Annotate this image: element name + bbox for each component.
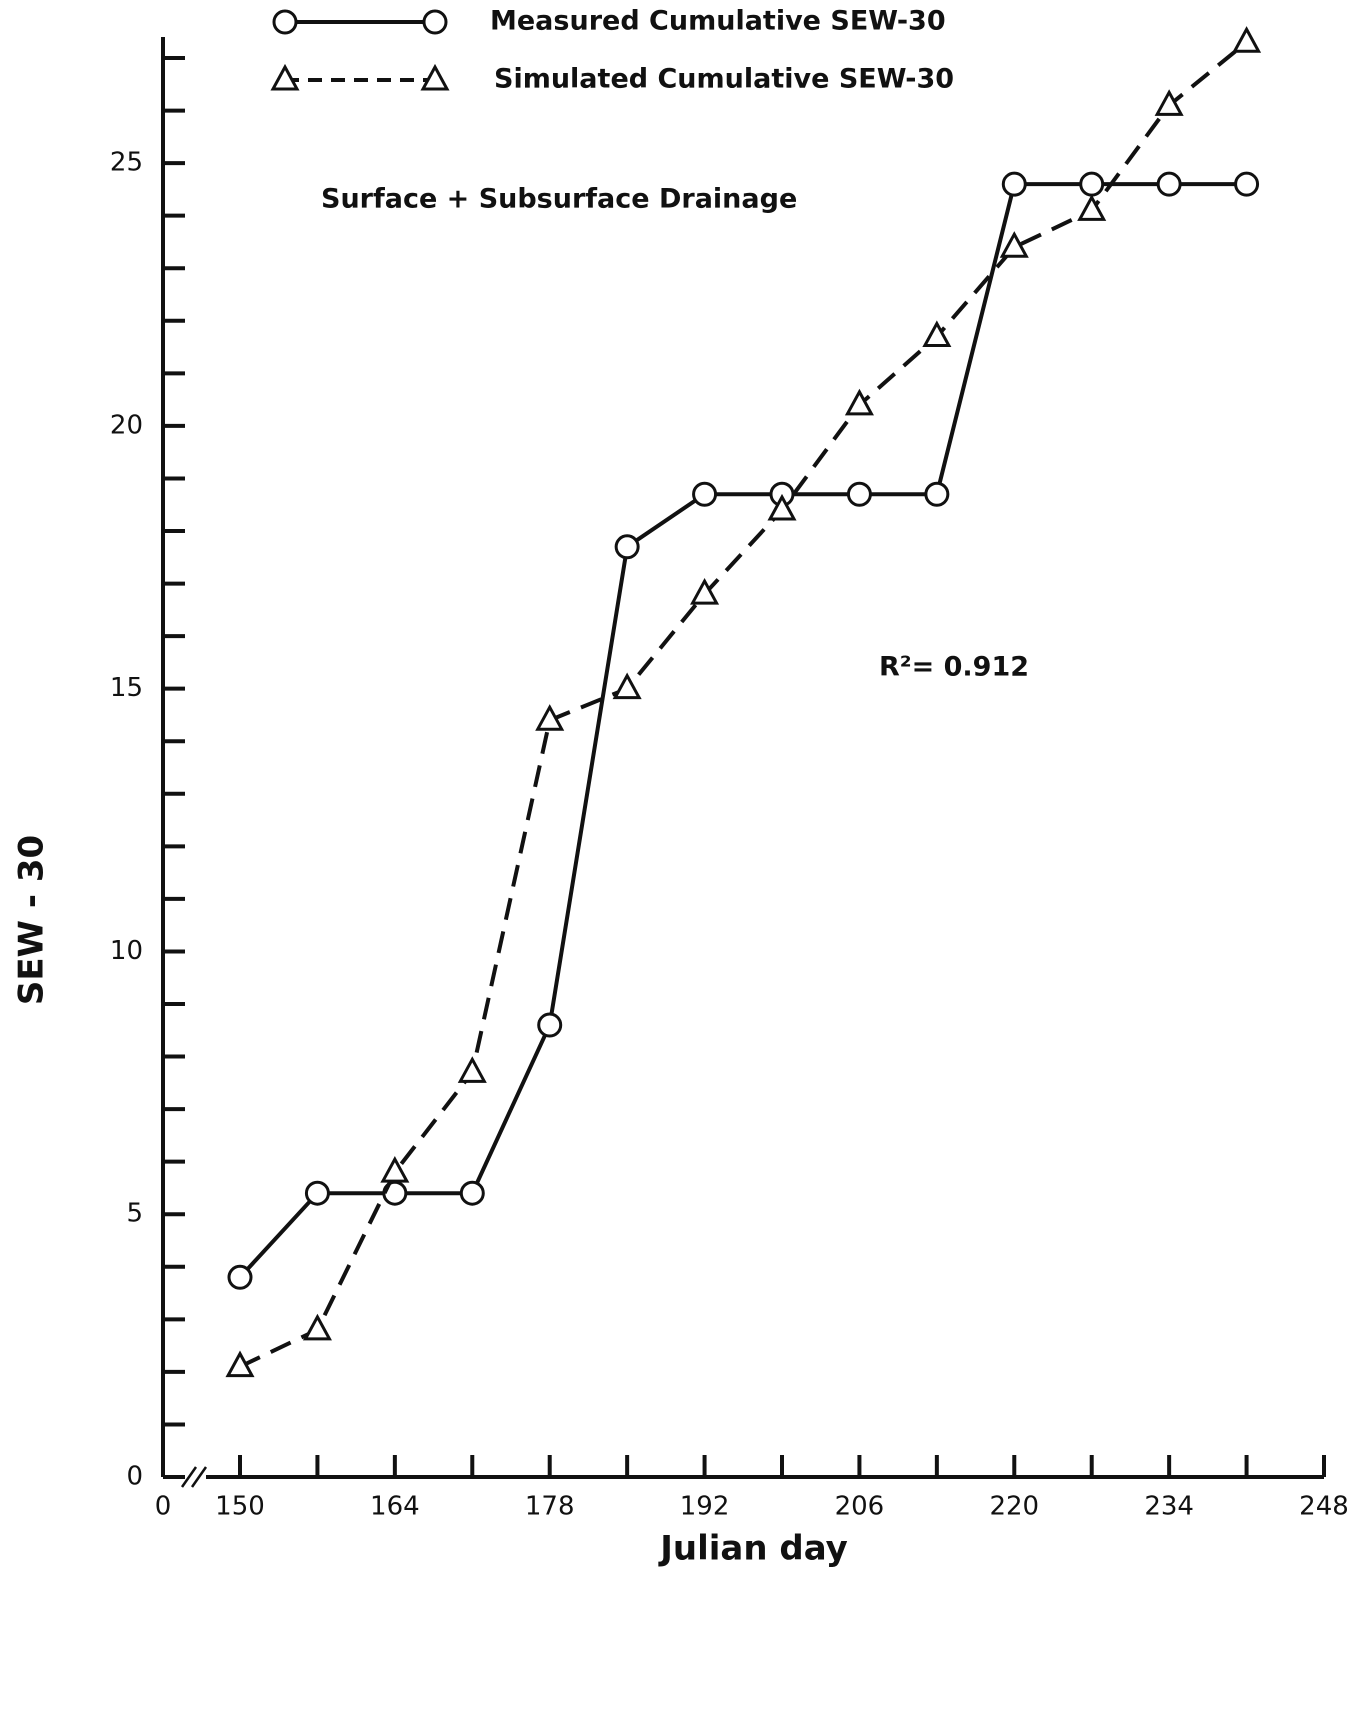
annotation: Surface + Subsurface Drainage bbox=[321, 184, 797, 215]
x-tick-label: 248 bbox=[1299, 1492, 1349, 1522]
legend-marker bbox=[270, 63, 300, 91]
marker bbox=[922, 320, 952, 348]
x-tick-label: 178 bbox=[525, 1492, 575, 1522]
marker bbox=[690, 577, 720, 605]
series-line bbox=[239, 40, 1248, 1369]
legend-label: Simulated Cumulative SEW-30 bbox=[494, 64, 954, 95]
y-axis-label: SEW - 30 bbox=[12, 835, 52, 1005]
marker bbox=[535, 704, 565, 731]
x-tick-label: 0 bbox=[155, 1492, 172, 1522]
x-tick-label: 164 bbox=[370, 1492, 420, 1522]
marker bbox=[1154, 89, 1184, 116]
series-line bbox=[238, 182, 1247, 1279]
y-tick-label: 5 bbox=[126, 1199, 143, 1229]
marker bbox=[846, 481, 872, 507]
marker bbox=[999, 231, 1029, 258]
y-tick-label: 10 bbox=[110, 936, 143, 966]
y-tick-label: 20 bbox=[110, 410, 143, 440]
marker bbox=[225, 1350, 255, 1378]
x-axis-label: Julian day bbox=[658, 1529, 848, 1569]
x-tick-label: 234 bbox=[1144, 1492, 1194, 1522]
marker bbox=[614, 534, 640, 560]
marker bbox=[1001, 171, 1027, 197]
marker bbox=[227, 1264, 253, 1290]
marker bbox=[612, 672, 642, 700]
marker bbox=[692, 481, 718, 507]
marker bbox=[844, 388, 874, 416]
y-tick-label: 25 bbox=[110, 148, 143, 178]
marker bbox=[459, 1180, 485, 1206]
axis-break bbox=[190, 1466, 208, 1488]
x-tick-label: 206 bbox=[835, 1492, 885, 1522]
marker bbox=[1234, 171, 1260, 197]
marker bbox=[380, 1156, 410, 1183]
marker bbox=[1077, 194, 1107, 221]
x-tick-label: 150 bbox=[215, 1492, 265, 1522]
x-tick-label: 192 bbox=[680, 1492, 730, 1522]
marker bbox=[302, 1313, 332, 1341]
marker bbox=[1232, 26, 1262, 53]
marker bbox=[537, 1012, 563, 1038]
axis-break bbox=[180, 1466, 198, 1488]
marker bbox=[924, 481, 950, 507]
marker bbox=[1156, 171, 1182, 197]
annotation: R²= 0.912 bbox=[879, 652, 1029, 683]
legend-marker bbox=[422, 9, 448, 35]
marker bbox=[304, 1180, 330, 1206]
x-tick-label: 220 bbox=[989, 1492, 1039, 1522]
legend-marker bbox=[420, 63, 450, 91]
legend-marker bbox=[272, 9, 298, 35]
y-tick-label: 15 bbox=[110, 673, 143, 703]
marker bbox=[767, 493, 797, 521]
marker bbox=[457, 1056, 487, 1083]
marker bbox=[1079, 171, 1105, 197]
y-tick-label: 0 bbox=[126, 1462, 143, 1492]
legend-label: Measured Cumulative SEW-30 bbox=[490, 6, 946, 37]
